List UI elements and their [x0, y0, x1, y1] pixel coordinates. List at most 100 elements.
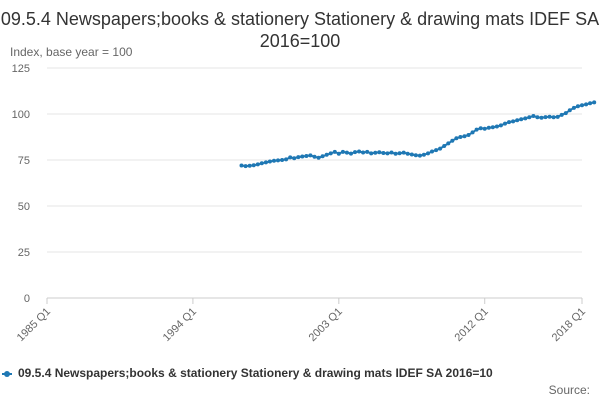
data-point[interactable] — [308, 153, 313, 158]
data-point[interactable] — [503, 121, 507, 126]
data-point[interactable] — [409, 152, 414, 157]
y-tick-label: 125 — [12, 63, 30, 75]
data-point[interactable] — [563, 111, 568, 116]
data-point[interactable] — [405, 151, 410, 156]
data-point[interactable] — [385, 151, 390, 156]
data-point[interactable] — [344, 150, 349, 155]
data-point[interactable] — [292, 156, 297, 161]
data-point[interactable] — [304, 154, 309, 158]
data-point[interactable] — [397, 151, 402, 156]
data-point[interactable] — [511, 119, 516, 124]
data-point[interactable] — [296, 155, 301, 160]
data-point[interactable] — [446, 141, 451, 146]
data-point[interactable] — [478, 126, 483, 131]
x-tick-label: 1994 Q1 — [161, 306, 199, 344]
series-line — [241, 101, 595, 168]
data-point[interactable] — [336, 151, 341, 156]
x-tick-labels: 1985 Q1 1994 Q1 2003 Q1 2012 Q1 2018 Q1 — [15, 306, 588, 344]
data-point[interactable] — [592, 100, 597, 105]
data-point[interactable] — [559, 112, 564, 117]
data-point[interactable] — [389, 150, 394, 155]
data-point[interactable] — [421, 152, 426, 157]
data-point[interactable] — [519, 117, 524, 122]
data-point[interactable] — [450, 138, 455, 143]
data-point[interactable] — [434, 148, 439, 153]
gridlines — [47, 67, 582, 299]
data-point[interactable] — [272, 158, 276, 163]
data-point[interactable] — [393, 151, 398, 156]
data-point[interactable] — [401, 150, 406, 155]
data-point[interactable] — [263, 160, 268, 165]
data-point[interactable] — [490, 125, 495, 130]
data-point[interactable] — [543, 115, 548, 120]
data-point[interactable] — [353, 150, 357, 155]
data-point[interactable] — [474, 127, 479, 132]
data-point[interactable] — [369, 151, 374, 156]
data-point[interactable] — [259, 161, 264, 166]
data-point[interactable] — [575, 104, 580, 109]
data-point[interactable] — [284, 157, 289, 162]
data-point[interactable] — [276, 158, 280, 163]
data-point[interactable] — [332, 149, 337, 154]
data-point[interactable] — [239, 163, 244, 168]
legend-series-label: 09.5.4 Newspapers;books & stationery Sta… — [18, 366, 493, 380]
data-point[interactable] — [324, 152, 329, 157]
data-point[interactable] — [515, 118, 520, 123]
data-point[interactable] — [482, 126, 487, 131]
data-point[interactable] — [539, 115, 544, 120]
data-point[interactable] — [523, 116, 528, 121]
data-point[interactable] — [413, 153, 418, 158]
data-point[interactable] — [373, 150, 378, 155]
data-point[interactable] — [316, 155, 321, 160]
data-point[interactable] — [300, 154, 305, 159]
data-point[interactable] — [494, 124, 499, 129]
data-point[interactable] — [365, 149, 370, 154]
data-point[interactable] — [454, 136, 459, 141]
data-point[interactable] — [470, 130, 475, 135]
x-tick-label: 2003 Q1 — [307, 306, 345, 344]
x-tick-label: 2018 Q1 — [550, 306, 588, 344]
data-point[interactable] — [417, 153, 422, 158]
data-point[interactable] — [349, 151, 353, 156]
data-point[interactable] — [243, 164, 248, 169]
data-point[interactable] — [551, 115, 556, 120]
data-point[interactable] — [531, 114, 536, 118]
data-point[interactable] — [507, 120, 511, 125]
data-point[interactable] — [567, 108, 572, 113]
data-point[interactable] — [357, 149, 362, 154]
data-point[interactable] — [426, 151, 430, 156]
data-point[interactable] — [535, 115, 540, 120]
data-point[interactable] — [320, 154, 325, 159]
data-point[interactable] — [328, 151, 333, 156]
data-point[interactable] — [547, 114, 552, 119]
data-point[interactable] — [555, 114, 560, 119]
data-point[interactable] — [584, 102, 589, 107]
legend[interactable]: 09.5.4 Newspapers;books & stationery Sta… — [0, 366, 600, 382]
data-point[interactable] — [267, 159, 272, 164]
data-point[interactable] — [462, 134, 467, 139]
data-point[interactable] — [571, 105, 576, 110]
data-point[interactable] — [280, 158, 285, 162]
data-point[interactable] — [377, 150, 382, 155]
data-point[interactable] — [288, 155, 293, 160]
y-axis-label: Index, base year = 100 — [10, 45, 133, 59]
data-point[interactable] — [580, 103, 584, 108]
data-point[interactable] — [442, 144, 447, 148]
data-point[interactable] — [458, 135, 463, 139]
data-point[interactable] — [381, 151, 386, 155]
data-point[interactable] — [438, 146, 443, 151]
data-point[interactable] — [527, 115, 532, 120]
data-point[interactable] — [247, 163, 252, 168]
data-point[interactable] — [340, 149, 345, 154]
data-point[interactable] — [361, 150, 366, 155]
data-point[interactable] — [430, 149, 434, 154]
data-point[interactable] — [486, 125, 491, 130]
data-point[interactable] — [498, 123, 503, 128]
data-point[interactable] — [588, 101, 593, 106]
data-point[interactable] — [255, 162, 260, 167]
data-point[interactable] — [466, 133, 471, 137]
data-point[interactable] — [251, 163, 256, 168]
chart-title: 09.5.4 Newspapers;books & stationery Sta… — [0, 9, 600, 51]
data-point[interactable] — [312, 154, 317, 159]
